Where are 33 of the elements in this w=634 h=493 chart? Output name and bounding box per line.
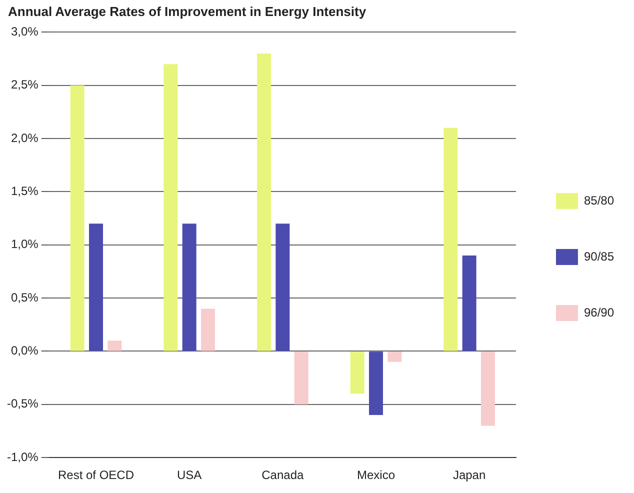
y-tick-label: -1,0% [6,450,39,464]
y-tick-label: 1,5% [10,184,39,198]
bar [164,64,178,351]
bar [480,352,495,426]
bar [368,352,383,416]
legend-label: 96/90 [584,305,614,320]
bar [462,256,476,351]
y-tick-label: -0,5% [6,396,39,411]
bar [256,53,271,351]
y-tick-label: 3,0% [10,24,39,39]
y-tick-label: 2,5% [10,78,39,92]
bar [276,224,290,351]
y-tick-label: 0,5% [10,290,39,304]
bar [182,224,196,351]
bar [294,352,308,404]
bar [350,352,364,394]
y-tick-label: 1,0% [10,237,39,252]
bar [89,224,104,351]
bar [388,352,402,362]
chart-title: Annual Average Rates of Improvement in Energy Intensity [8,4,366,19]
x-tick-label: USA [176,468,202,482]
x-tick-label: Japan [452,468,486,482]
x-tick-label: Mexico [356,468,396,482]
y-tick-label: 2,0% [10,130,39,145]
legend-label: 90/85 [584,249,614,264]
legend-label: 85/80 [584,193,614,208]
x-tick-label: Canada [262,468,304,482]
x-tick-label: Rest of OECD [58,468,134,482]
bar [201,308,215,351]
bar [70,85,84,351]
bar [108,340,122,351]
bar [444,128,458,351]
y-tick-label: 0,0% [10,344,39,358]
